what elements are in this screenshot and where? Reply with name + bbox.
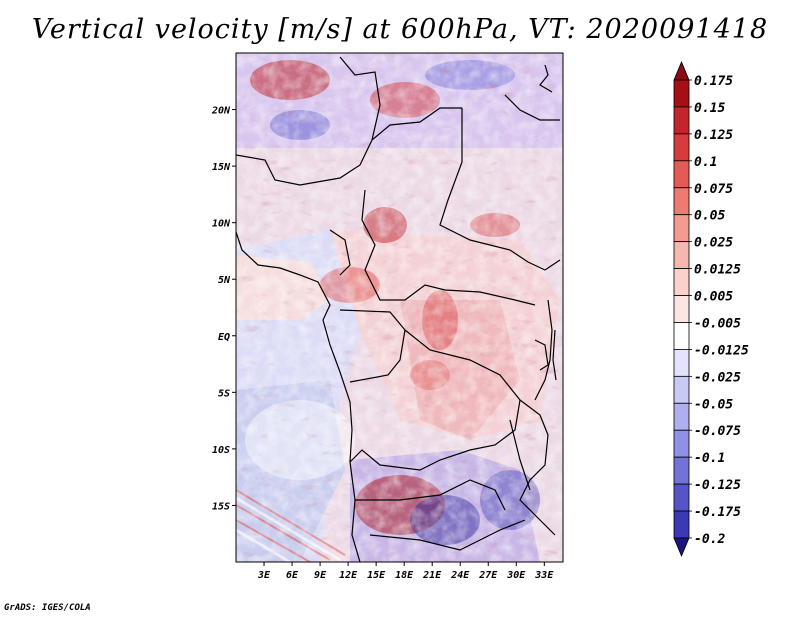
lat-tick-label: 5S [218, 388, 230, 399]
colorbar-label: 0.125 [694, 128, 733, 143]
colorbar-min-arrow [673, 537, 690, 558]
lon-tick-label: 9E [314, 570, 327, 581]
colorbar-label: -0.075 [694, 424, 741, 439]
colorbar: 0.175 0.15 0.125 0.1 0.075 0.05 0.025 0.0125 0.0… [673, 60, 749, 558]
lat-tick-label: EQ [218, 332, 230, 343]
lat-tick-label: 10N [212, 219, 231, 230]
colorbar-swatch [673, 187, 690, 216]
colorbar-label: 0.005 [694, 290, 733, 305]
colorbar-label: -0.05 [694, 397, 733, 412]
lon-tick-label: 18E [395, 570, 414, 581]
lon-tick-label: 21E [422, 570, 442, 581]
colorbar-label: 0.05 [694, 209, 725, 224]
lon-tick-label: 12E [339, 570, 358, 581]
lat-tick-label: 5N [218, 275, 231, 286]
lon-tick-label: 33E [534, 570, 554, 581]
latitude-axis: 20N 15N 10N 5N EQ 5S 10S 15S [211, 106, 236, 512]
country-borders [236, 56, 561, 562]
colorbar-swatch [673, 429, 690, 458]
colorbar-swatch [673, 79, 690, 108]
colorbar-label: -0.025 [694, 370, 741, 385]
lat-tick-label: 15S [212, 501, 230, 512]
velocity-field [236, 53, 563, 562]
colorbar-swatch [673, 133, 690, 162]
lon-tick-label: 24E [450, 570, 470, 581]
colorbar-label: 0.025 [694, 236, 733, 251]
colorbar-label: 0.075 [694, 182, 733, 197]
colorbar-label: -0.125 [694, 478, 741, 493]
colorbar-label: -0.2 [694, 532, 725, 547]
lon-tick-label: 6E [286, 570, 299, 581]
colorbar-swatch [673, 375, 690, 404]
colorbar-label: 0.15 [694, 101, 725, 116]
colorbar-label: -0.005 [694, 316, 741, 331]
colorbar-swatch [673, 322, 690, 350]
lon-tick-label: 30E [506, 570, 526, 581]
colorbar-max-arrow [673, 60, 690, 81]
lon-tick-label: 15E [367, 570, 386, 581]
colorbar-swatch [673, 456, 690, 485]
colorbar-label: -0.0125 [694, 343, 749, 358]
colorbar-swatch [673, 214, 690, 243]
colorbar-swatch [673, 483, 690, 512]
colorbar-label: -0.175 [694, 505, 741, 520]
colorbar-label: 0.0125 [694, 263, 741, 278]
lat-tick-label: 15N [212, 162, 231, 173]
colorbar-swatch [673, 160, 690, 189]
colorbar-swatch [673, 295, 690, 323]
colorbar-label: 0.175 [694, 74, 733, 89]
map-frame [235, 52, 564, 563]
colorbar-swatch [673, 402, 690, 431]
lat-tick-label: 10S [212, 445, 230, 456]
longitude-axis: 3E 6E 9E 12E 15E 18E 21E 24E 27E 30E 33E [257, 562, 554, 581]
colorbar-swatch [673, 349, 690, 377]
lon-tick-label: 27E [478, 570, 498, 581]
colorbar-swatch [673, 510, 690, 539]
lon-tick-label: 3E [257, 570, 271, 581]
colorbar-label: -0.1 [694, 451, 725, 466]
colorbar-swatch [673, 106, 690, 135]
colorbar-swatch [673, 241, 690, 269]
grads-credit: GrADS: IGES/COLA [4, 603, 91, 613]
west-coastline [236, 231, 361, 562]
map-title: Vertical velocity [m/s] at 600hPa, VT: 2… [31, 14, 769, 45]
lat-tick-label: 20N [211, 106, 231, 117]
colorbar-label: 0.1 [694, 155, 717, 170]
colorbar-swatch [673, 268, 690, 296]
